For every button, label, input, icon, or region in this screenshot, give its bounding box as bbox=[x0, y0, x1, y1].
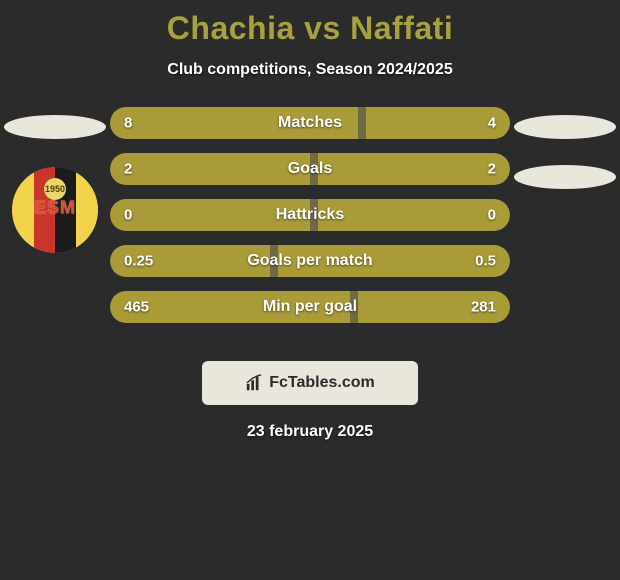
compare-area: 1950 ESM 8 Matches 4 2 bbox=[0, 107, 620, 343]
left-club-badge-inner: 1950 ESM bbox=[12, 167, 98, 253]
bar-chart-icon bbox=[245, 374, 263, 392]
left-club-badge: 1950 ESM bbox=[12, 167, 98, 253]
right-placeholder-ellipse-1 bbox=[514, 115, 616, 139]
vs-separator: vs bbox=[295, 10, 350, 46]
badge-text: ESM bbox=[34, 198, 76, 219]
left-placeholder-ellipse-1 bbox=[4, 115, 106, 139]
bar-left-fill bbox=[110, 245, 270, 277]
player-a-name: Chachia bbox=[167, 10, 295, 46]
stat-row: 0.25 Goals per match 0.5 bbox=[110, 245, 510, 277]
bar-right-fill bbox=[318, 199, 510, 231]
stat-row: 0 Hattricks 0 bbox=[110, 199, 510, 231]
bar-left-fill bbox=[110, 291, 350, 323]
bar-left-fill bbox=[110, 153, 310, 185]
bar-right-fill bbox=[366, 107, 510, 139]
stat-bars: 8 Matches 4 2 Goals 2 0 Hattricks 0 bbox=[110, 107, 510, 337]
bar-left-fill bbox=[110, 199, 310, 231]
page-title: Chachia vs Naffati bbox=[0, 0, 620, 47]
subtitle: Club competitions, Season 2024/2025 bbox=[0, 61, 620, 79]
bar-left-fill bbox=[110, 107, 358, 139]
bar-right-fill bbox=[358, 291, 510, 323]
stat-row: 2 Goals 2 bbox=[110, 153, 510, 185]
infographic-canvas: Chachia vs Naffati Club competitions, Se… bbox=[0, 0, 620, 580]
footer-badge: FcTables.com bbox=[202, 361, 418, 405]
player-b-name: Naffati bbox=[350, 10, 453, 46]
left-avatar-column: 1950 ESM bbox=[0, 107, 110, 343]
right-placeholder-ellipse-2 bbox=[514, 165, 616, 189]
right-avatar-column bbox=[510, 107, 620, 343]
footer-date: 23 february 2025 bbox=[0, 423, 620, 441]
bar-right-fill bbox=[318, 153, 510, 185]
footer-brand: FcTables.com bbox=[269, 374, 375, 392]
bar-right-fill bbox=[278, 245, 510, 277]
stat-row: 8 Matches 4 bbox=[110, 107, 510, 139]
stat-row: 465 Min per goal 281 bbox=[110, 291, 510, 323]
badge-stripe bbox=[76, 167, 98, 253]
badge-stripe bbox=[12, 167, 34, 253]
